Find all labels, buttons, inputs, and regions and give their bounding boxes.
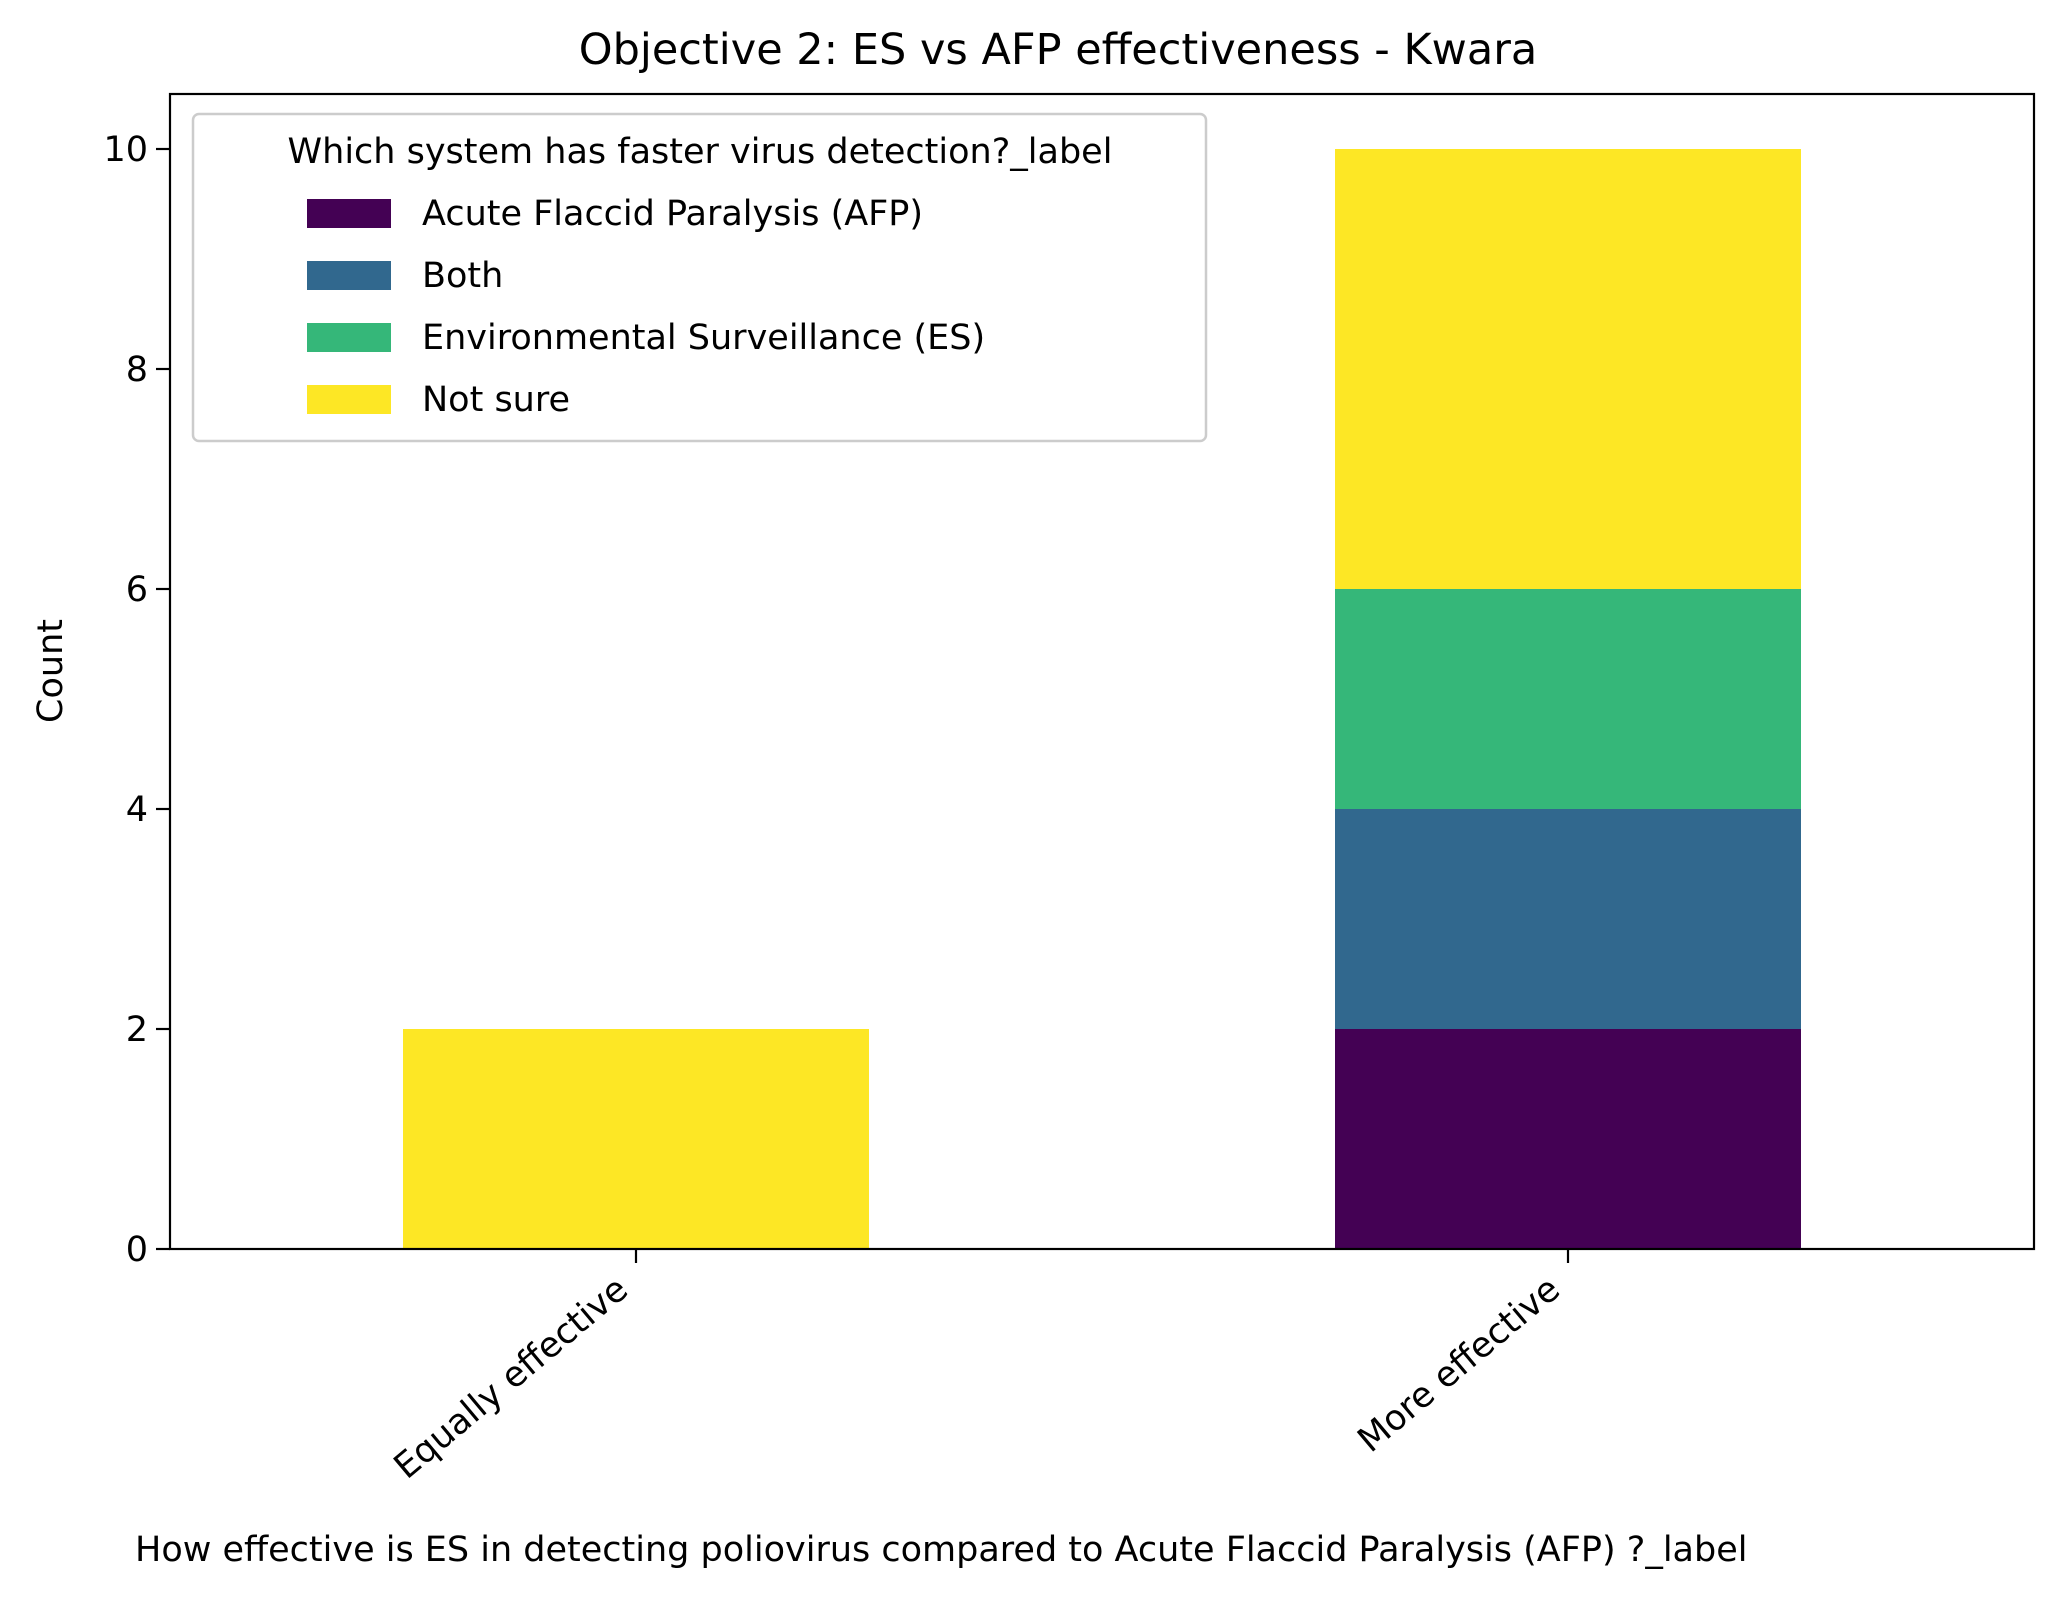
chart-title: Objective 2: ES vs AFP effectiveness - K… — [579, 25, 1537, 75]
legend-label-2: Environmental Surveillance (ES) — [422, 318, 985, 358]
bar-segment-1-2 — [1335, 589, 1801, 809]
legend-label-0: Acute Flaccid Paralysis (AFP) — [422, 194, 923, 234]
legend: Which system has faster virus detection?… — [191, 112, 1208, 443]
legend-swatch-0 — [307, 199, 391, 228]
y-tick-label-2: 4 — [126, 790, 148, 830]
y-tick-label-1: 2 — [126, 1010, 148, 1050]
x-tick-label-0: Equally effective — [387, 1269, 636, 1487]
y-tick-label-5: 10 — [103, 130, 148, 170]
bars-layer — [403, 149, 1801, 1249]
y-axis: 0 2 4 6 8 10 — [103, 130, 170, 1270]
x-axis: Equally effective More effective — [387, 1249, 1570, 1487]
bar-segment-1-0 — [1335, 1029, 1801, 1249]
bar-segment-1-3 — [1335, 149, 1801, 589]
legend-title: Which system has faster virus detection?… — [288, 132, 1113, 172]
legend-swatch-1 — [307, 261, 391, 290]
y-tick-label-0: 0 — [126, 1230, 148, 1270]
legend-frame — [191, 112, 1208, 443]
x-axis-label: How effective is ES in detecting poliovi… — [135, 1530, 1747, 1570]
legend-swatch-2 — [307, 323, 391, 352]
legend-label-1: Both — [422, 256, 503, 296]
legend-swatch-3 — [307, 385, 391, 414]
plot-frame — [168, 92, 2036, 1251]
y-tick-label-4: 8 — [126, 350, 148, 390]
bar-segment-1-1 — [1335, 809, 1801, 1029]
x-tick-label-1: More effective — [1351, 1269, 1568, 1460]
bar-segment-0-3 — [403, 1029, 869, 1249]
y-tick-label-3: 6 — [126, 570, 148, 610]
y-axis-label: Count — [31, 619, 71, 723]
legend-label-3: Not sure — [422, 380, 570, 420]
